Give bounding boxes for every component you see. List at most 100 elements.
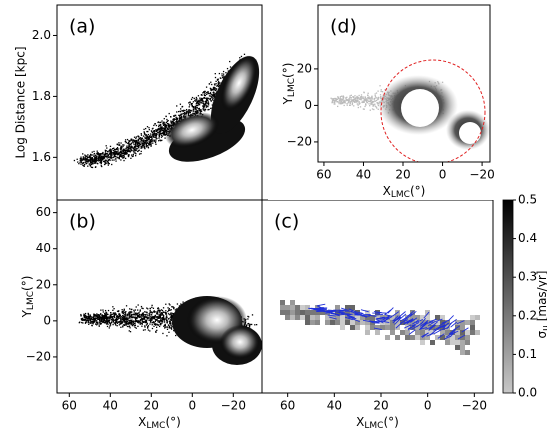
cloud-dot — [115, 316, 118, 318]
cloud-dot — [92, 159, 94, 161]
cloud-dot — [93, 319, 96, 321]
cloud-dot — [108, 316, 110, 318]
cloud-dot — [179, 103, 182, 105]
cloud-dot — [369, 100, 372, 102]
cloud-dot — [80, 315, 82, 317]
cloud-dot — [180, 303, 182, 305]
cloud-dot — [119, 323, 122, 325]
cloud-dot — [195, 100, 198, 102]
cloud-dot — [168, 125, 170, 127]
cloud-dot — [135, 148, 137, 150]
cloud-dot — [88, 320, 90, 322]
cloud-dot — [148, 317, 150, 319]
cloud-dot — [85, 162, 87, 164]
cloud-dot — [130, 143, 132, 146]
cloud-dot — [99, 153, 101, 155]
cloud-dot — [148, 319, 150, 322]
cloud-dot — [99, 160, 101, 162]
cloud-dot — [153, 139, 156, 141]
cloud-dot — [98, 159, 101, 161]
cloud-dot — [137, 145, 139, 148]
cloud-dot — [102, 316, 104, 318]
cloud-dot — [178, 305, 181, 307]
x-tick-label: 20 — [144, 399, 159, 413]
y-tick-label: 1.6 — [32, 150, 51, 164]
cloud-dot — [197, 104, 199, 107]
cloud-dot — [137, 312, 139, 315]
vector — [423, 311, 430, 319]
cloud-dot — [134, 312, 137, 314]
y-tick-label: 1.8 — [32, 89, 51, 103]
cloud-dot — [158, 314, 160, 316]
cloud-dot — [196, 102, 198, 104]
cloud-dot — [156, 323, 158, 325]
cloud-dot — [145, 316, 148, 319]
pixel — [395, 335, 400, 340]
label-sub: LMC — [364, 421, 383, 431]
cloud-dot — [155, 129, 158, 132]
cloud-dot — [155, 316, 158, 318]
cloud-dot — [110, 315, 112, 317]
cloud-dot — [354, 97, 356, 99]
cloud-dot — [83, 165, 85, 167]
colorbar-tick-label: 0.5 — [518, 193, 537, 207]
cloud-dot — [118, 155, 121, 157]
cloud-dot — [86, 158, 88, 160]
cloud-dot — [132, 155, 134, 157]
cloud-dot — [90, 161, 92, 163]
cloud-dot — [198, 100, 200, 102]
cloud-dot — [114, 316, 116, 319]
cloud-dot — [160, 125, 162, 127]
cloud-dot — [198, 103, 200, 105]
cloud-dot — [127, 154, 130, 156]
cloud-dot — [353, 98, 355, 101]
cloud-dot — [151, 319, 153, 322]
pixel — [360, 315, 365, 320]
cloud-dot — [150, 140, 152, 142]
cloud-dot — [177, 110, 180, 113]
cloud-dot — [170, 324, 172, 327]
cloud-dot — [103, 155, 106, 157]
cloud-dot — [335, 98, 337, 101]
cloud-dot — [112, 306, 114, 308]
cloud-dot — [145, 146, 147, 148]
pixel — [400, 330, 405, 335]
cloud-dot — [85, 155, 87, 157]
cloud-dot — [217, 85, 220, 88]
pixel — [375, 315, 380, 320]
cloud-dot — [138, 311, 140, 314]
cloud-dot — [170, 120, 172, 122]
pixel — [375, 325, 380, 330]
cloud-dot — [157, 320, 159, 322]
cloud-dot — [120, 155, 122, 157]
pixel — [405, 330, 410, 335]
cloud-dot — [91, 166, 94, 169]
cloud-dot — [374, 103, 376, 105]
cloud-dot — [342, 98, 344, 100]
pixel — [455, 330, 460, 335]
cloud-dot — [165, 319, 168, 322]
cloud-dot — [175, 334, 177, 337]
cloud-dot — [116, 315, 118, 317]
cloud-dot — [194, 110, 197, 113]
cloud-dot — [168, 303, 170, 305]
cloud-dot — [99, 314, 101, 316]
cloud-dot — [165, 313, 167, 316]
cloud-dot — [113, 152, 115, 154]
cloud-dot — [138, 143, 141, 145]
cloud-dot — [96, 155, 98, 157]
vector — [373, 327, 382, 330]
cloud-dot — [123, 153, 126, 155]
cloud-dot — [124, 152, 126, 154]
cloud-dot — [137, 150, 139, 153]
cloud-dot — [100, 158, 102, 160]
cloud-dot — [153, 322, 155, 324]
cloud-dot — [171, 316, 174, 318]
cloud-dot — [104, 320, 106, 322]
cloud-dot — [164, 122, 166, 124]
pixel — [405, 325, 410, 330]
cloud-dot — [116, 310, 119, 312]
pixel — [350, 325, 355, 330]
cloud-dot — [113, 156, 115, 158]
cloud-dot — [369, 98, 371, 100]
